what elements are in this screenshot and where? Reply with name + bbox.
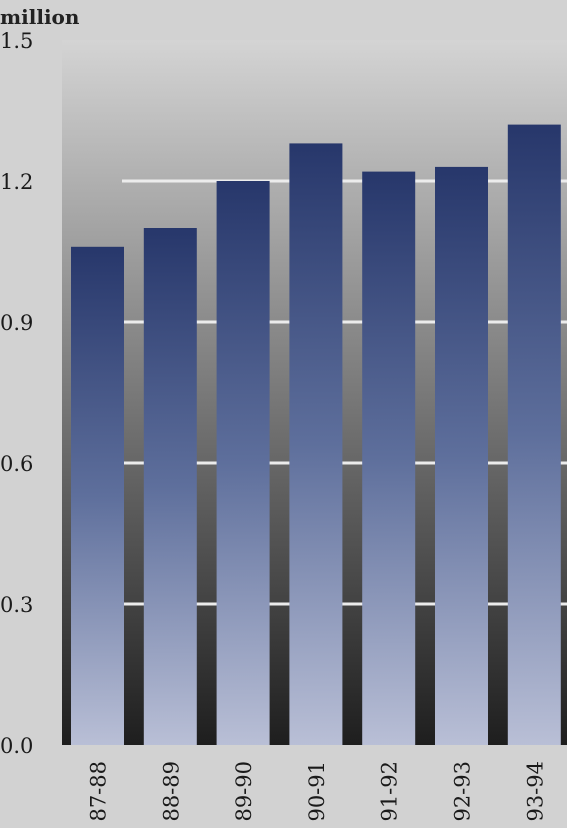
y-tick-label: 0.3 [0, 593, 33, 617]
x-tick-labels: 87-88 88-89 89-90 90-91 91-92 92-93 93-94 [87, 761, 548, 822]
y-tick-label: 1.2 [0, 170, 33, 194]
bar-88-89 [143, 228, 197, 745]
bars [71, 124, 561, 746]
y-tick-label: 0.0 [0, 734, 33, 758]
x-tick-label: 87-88 [87, 761, 111, 822]
x-tick-label: 92-93 [451, 761, 475, 822]
y-tick-labels: 0.0 0.3 0.6 0.9 1.2 1.5 [0, 29, 33, 758]
x-tick-label: 90-91 [305, 761, 329, 822]
x-tick-label: 89-90 [232, 761, 256, 822]
y-tick-label: 0.6 [0, 452, 33, 476]
y-tick-label: 0.9 [0, 311, 33, 335]
x-tick-label: 88-89 [159, 761, 183, 822]
bar-90-91 [289, 143, 343, 745]
y-axis-unit-label: million [0, 5, 80, 29]
bar-91-92 [362, 171, 416, 746]
bar-89-90 [216, 181, 270, 745]
x-tick-label: 91-92 [378, 761, 402, 822]
bar-93-94 [507, 124, 561, 746]
x-tick-label: 93-94 [523, 761, 547, 822]
y-tick-label: 1.5 [0, 29, 33, 53]
bar-87-88 [71, 246, 124, 746]
bar-92-93 [435, 166, 488, 745]
